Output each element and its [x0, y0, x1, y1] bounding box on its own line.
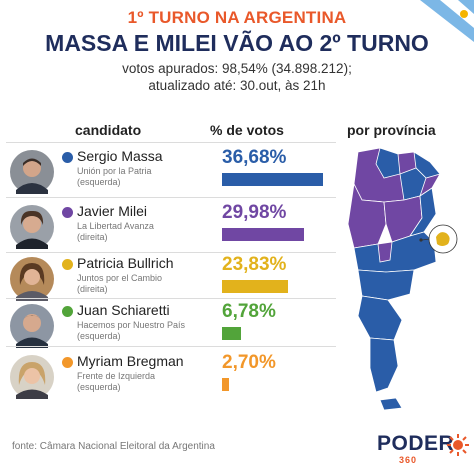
row-divider	[6, 346, 336, 347]
subtitle-updated: atualizado até: 30.out, às 21h	[148, 78, 326, 93]
candidate-name: Patricia Bullrich	[77, 255, 174, 271]
vote-bar	[222, 228, 305, 241]
column-header-province: por província	[347, 122, 436, 138]
argentina-province-map	[347, 147, 458, 411]
vote-percentage: 29,98%	[222, 202, 287, 223]
logo-word: PODER	[377, 432, 455, 455]
subtitle-votes: votos apurados: 98,54% (34.898.212);	[122, 61, 352, 76]
sun-logo-icon	[447, 434, 469, 456]
kicker-title: 1º TURNO NA ARGENTINA	[127, 8, 347, 27]
vote-percentage: 2,70%	[222, 352, 276, 373]
massa-avatar	[10, 150, 54, 194]
candidate-row-bullrich: Patricia Bullrich Juntos por el Cambio (…	[0, 254, 340, 304]
candidate-name: Myriam Bregman	[77, 353, 184, 369]
candidate-row-massa: Sergio Massa Unión por la Patria (esquer…	[0, 147, 340, 197]
row-divider	[6, 197, 336, 198]
column-header-candidate: candidato	[75, 122, 142, 138]
vote-bar	[222, 173, 323, 186]
candidate-name: Javier Milei	[77, 203, 148, 219]
candidate-name: Sergio Massa	[77, 148, 163, 164]
schiaretti-avatar	[10, 304, 54, 348]
schiaretti-color-dot	[62, 306, 73, 317]
argentina-flag-icon	[420, 0, 474, 42]
vote-bar	[222, 327, 241, 340]
row-divider	[6, 252, 336, 253]
candidate-party: Juntos por el Cambio (direita)	[77, 273, 163, 294]
column-header-votes: % de votos	[210, 122, 284, 138]
vote-bar	[222, 280, 288, 293]
vote-percentage: 6,78%	[222, 301, 276, 322]
header-divider	[6, 142, 336, 143]
vote-percentage: 36,68%	[222, 147, 287, 168]
milei-avatar	[10, 205, 54, 249]
candidate-name: Juan Schiaretti	[77, 302, 170, 318]
vote-percentage: 23,83%	[222, 254, 287, 275]
bregman-avatar	[10, 355, 54, 399]
candidate-row-schiaretti: Juan Schiaretti Hacemos por Nuestro País…	[0, 301, 340, 351]
bregman-color-dot	[62, 357, 73, 368]
candidate-row-bregman: Myriam Bregman Frente de Izquierda (esqu…	[0, 352, 340, 402]
header: 1º TURNO NA ARGENTINA MASSA E MILEI VÃO …	[0, 8, 474, 94]
bullrich-color-dot	[62, 259, 73, 270]
vote-bar	[222, 378, 230, 391]
candidate-party: Hacemos por Nuestro País (esquerda)	[77, 320, 186, 341]
logo-number: 360	[399, 455, 418, 465]
bullrich-avatar	[10, 257, 54, 301]
candidate-party: Unión por la Patria (esquerda)	[77, 166, 152, 187]
source-note: fonte: Câmara Nacional Eleitoral da Arge…	[12, 441, 215, 452]
milei-color-dot	[62, 207, 73, 218]
poder360-logo: PODER 360	[371, 432, 471, 472]
row-divider	[6, 298, 336, 299]
candidate-party: La Libertad Avanza (direita)	[77, 221, 154, 242]
massa-color-dot	[62, 152, 73, 163]
candidate-party: Frente de Izquierda (esquerda)	[77, 371, 156, 392]
page-title: MASSA E MILEI VÃO AO 2º TURNO	[45, 30, 429, 56]
candidate-row-milei: Javier Milei La Libertad Avanza (direita…	[0, 202, 340, 252]
